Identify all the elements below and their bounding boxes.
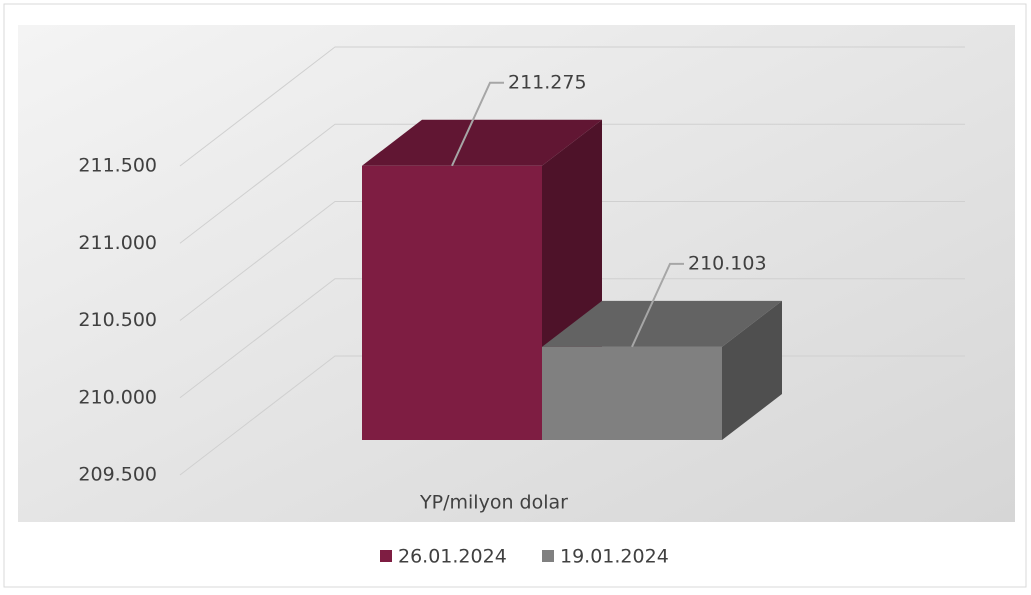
- data-label: 211.275: [508, 71, 587, 93]
- y-tick-label: 209.500: [78, 464, 157, 486]
- legend-swatch: [380, 550, 392, 562]
- bar-top: [542, 300, 782, 347]
- legend-swatch: [542, 550, 554, 562]
- grid-line: [179, 201, 965, 321]
- category-label: YP/milyon dolar: [419, 492, 568, 514]
- legend-label: 26.01.2024: [398, 546, 507, 568]
- y-tick-label: 210.000: [78, 386, 157, 408]
- y-tick-label: 211.000: [78, 232, 157, 254]
- leader-line: [451, 81, 504, 167]
- bar-top: [362, 119, 602, 166]
- grid-line: [179, 278, 965, 399]
- bar: [542, 346, 722, 440]
- bar-side: [722, 300, 782, 440]
- y-tick-label: 210.500: [78, 309, 157, 331]
- leader-line: [631, 262, 684, 348]
- legend-label: 19.01.2024: [560, 546, 669, 568]
- data-label: 210.103: [688, 252, 767, 274]
- grid-line: [179, 123, 965, 244]
- y-tick-label: 211.500: [78, 155, 157, 177]
- grid-line: [179, 46, 965, 167]
- bar: [362, 165, 542, 440]
